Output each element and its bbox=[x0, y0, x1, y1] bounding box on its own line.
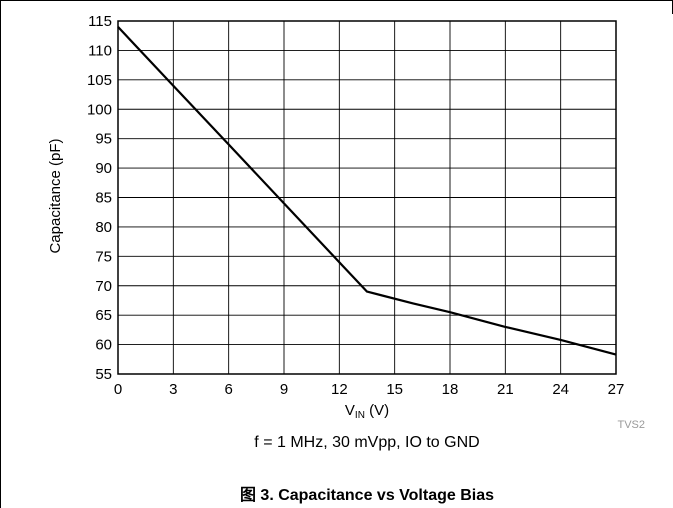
y-tick-label-0: 55 bbox=[95, 366, 112, 383]
plot-area-border bbox=[117, 20, 617, 375]
chart-series bbox=[117, 26, 617, 356]
y-tick-label-9: 100 bbox=[87, 101, 112, 118]
page-top-rule bbox=[0, 0, 673, 1]
y-tick-label-4: 75 bbox=[95, 248, 112, 265]
y-tick-label-5: 80 bbox=[95, 219, 112, 236]
x-tick-label-7: 21 bbox=[497, 381, 514, 398]
y-tick-label-12: 115 bbox=[88, 13, 112, 30]
figure-id-watermark: TVS2 bbox=[617, 419, 645, 430]
x-axis-label-subscript: IN bbox=[355, 410, 365, 421]
y-axis-label: Capacitance (pF) bbox=[47, 138, 64, 253]
x-tick-label-2: 6 bbox=[224, 381, 232, 398]
series-line-0 bbox=[117, 26, 617, 356]
y-tick-label-2: 65 bbox=[95, 307, 112, 324]
x-tick-label-9: 27 bbox=[608, 381, 625, 398]
test-conditions: f = 1 MHz, 30 mVpp, IO to GND bbox=[254, 434, 480, 451]
x-tick-label-5: 15 bbox=[386, 381, 403, 398]
chart-grid bbox=[117, 20, 617, 375]
y-tick-label-6: 85 bbox=[95, 190, 112, 207]
y-tick-labels: 55 60 65 70 75 80 85 90 95 100 105 110 115 bbox=[87, 13, 112, 383]
y-tick-label-7: 90 bbox=[95, 160, 112, 177]
x-axis-label-unit: (V) bbox=[365, 402, 389, 419]
x-tick-labels: 0 3 6 9 12 15 18 21 24 27 bbox=[114, 381, 625, 398]
x-axis-label: VIN (V) bbox=[345, 402, 389, 421]
y-tick-label-8: 95 bbox=[95, 131, 112, 148]
x-tick-label-6: 18 bbox=[442, 381, 459, 398]
y-tick-label-3: 70 bbox=[95, 278, 112, 295]
y-tick-label-1: 60 bbox=[95, 337, 112, 354]
x-axis-label-main: V bbox=[345, 402, 355, 419]
figure-caption: 图 3. Capacitance vs Voltage Bias bbox=[239, 487, 495, 504]
x-tick-label-3: 9 bbox=[280, 381, 288, 398]
x-tick-label-0: 0 bbox=[114, 381, 122, 398]
y-tick-label-10: 105 bbox=[87, 72, 112, 89]
page-left-rule bbox=[0, 0, 1, 508]
x-tick-label-4: 12 bbox=[331, 381, 348, 398]
capacitance-chart: 55 60 65 70 75 80 85 90 95 100 105 110 115 0 3 6 9 12 15 1… bbox=[47, 13, 645, 430]
y-tick-label-11: 110 bbox=[88, 42, 112, 59]
x-tick-label-8: 24 bbox=[552, 381, 569, 398]
x-tick-label-1: 3 bbox=[169, 381, 177, 398]
